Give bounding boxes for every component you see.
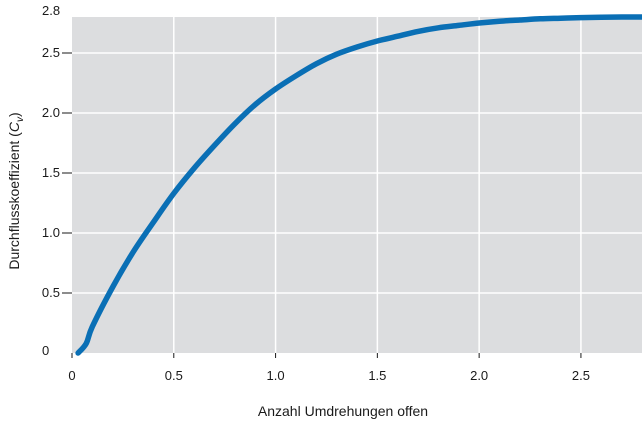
y-tick-label-0: 0 xyxy=(42,343,49,358)
y-tick-label-1: 0.5 xyxy=(42,285,60,300)
series-line xyxy=(75,14,642,356)
y-axis-label-main: Durchflusskoeffizient ( xyxy=(6,132,22,270)
y-tick-label-3: 1.5 xyxy=(42,165,60,180)
x-tick-label-0: 0 xyxy=(68,368,75,383)
y-axis-label-var: C xyxy=(6,121,22,132)
x-axis-ticks: 0 0.5 1.0 1.5 2.0 2.5 xyxy=(68,353,590,383)
y-tick-label-4: 2.0 xyxy=(42,105,60,120)
y-axis-label-sub: v xyxy=(15,116,26,122)
y-tick-label-2: 1.0 xyxy=(42,225,60,240)
x-tick-label-3: 1.5 xyxy=(368,368,386,383)
x-tick-label-5: 2.5 xyxy=(572,368,590,383)
y-tick-label-5: 2.5 xyxy=(42,45,60,60)
y-axis-label: Durchflusskoeffizient (Cv) xyxy=(6,112,26,269)
x-tick-label-1: 0.5 xyxy=(165,368,183,383)
y-tick-label-6: 2.8 xyxy=(42,3,60,18)
y-axis-ticks: 0 0.5 1.0 1.5 2.0 2.5 2.8 xyxy=(42,3,72,358)
x-tick-label-2: 1.0 xyxy=(267,368,285,383)
x-tick-label-4: 2.0 xyxy=(470,368,488,383)
plot-background xyxy=(72,17,642,353)
y-axis-label-tail: ) xyxy=(6,112,22,117)
grid-lines xyxy=(72,17,642,353)
x-axis-label: Anzahl Umdrehungen offen xyxy=(258,403,428,419)
